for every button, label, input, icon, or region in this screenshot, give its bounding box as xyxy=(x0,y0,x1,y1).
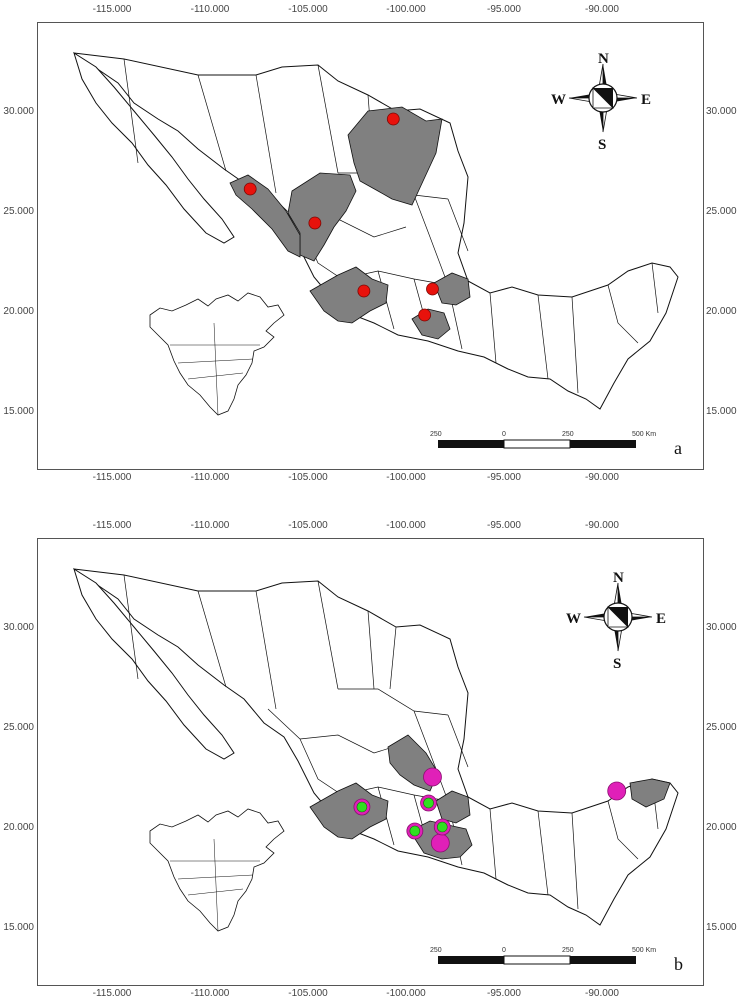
scale-label-0: 250 xyxy=(430,947,442,954)
state-highlight-jalisco xyxy=(309,266,389,324)
y-tick-label: 20.000 xyxy=(706,306,737,317)
x-tick-label: -110.000 xyxy=(190,472,230,483)
y-tick-label: 30.000 xyxy=(706,622,737,633)
x-tick-label: -90.000 xyxy=(585,988,619,999)
magenta-occurrence-marker xyxy=(430,833,450,853)
compass-w: W xyxy=(566,611,581,627)
x-tick-label: -90.000 xyxy=(585,520,619,531)
y-tick-label: 20.000 xyxy=(3,822,34,833)
state-highlight-yucatan xyxy=(629,778,671,808)
compass-n: N xyxy=(598,51,609,67)
north-america-inset-grid xyxy=(170,322,260,416)
map-canvas-a: N S E W 250 0 250 500 Km a xyxy=(73,51,682,458)
north-america-inset xyxy=(149,292,285,416)
x-tick-label: -100.000 xyxy=(386,4,426,15)
green-magenta-occurrence-marker xyxy=(353,798,371,816)
x-tick-label: -90.000 xyxy=(585,472,619,483)
scale-label-1: 0 xyxy=(502,431,506,438)
x-tick-label: -100.000 xyxy=(386,520,426,531)
x-tick-label: -115.000 xyxy=(92,4,132,15)
state-highlight-coahuila xyxy=(347,106,443,206)
x-tick-label: -95.000 xyxy=(487,520,521,531)
compass-s: S xyxy=(598,137,606,153)
x-tick-label: -105.000 xyxy=(288,520,328,531)
state-highlight-jalisco xyxy=(309,782,389,840)
compass-w: W xyxy=(551,92,566,108)
baja-california xyxy=(73,567,235,760)
x-tick-label: -115.000 xyxy=(92,472,132,483)
mexico-outline xyxy=(73,52,679,410)
scale-label-0: 250 xyxy=(430,431,442,438)
map-panel-a: N S E W 250 0 250 500 Km a xyxy=(37,22,704,470)
scale-label-2: 250 xyxy=(562,947,574,954)
y-tick-label: 15.000 xyxy=(3,406,34,417)
markers-b xyxy=(353,767,627,853)
scale-label-1: 0 xyxy=(502,947,506,954)
y-tick-label: 25.000 xyxy=(3,206,34,217)
scale-bar: 250 0 250 500 Km xyxy=(430,431,656,449)
red-occurrence-marker xyxy=(426,282,439,296)
compass-s: S xyxy=(613,656,621,672)
baja-california xyxy=(73,51,235,244)
green-magenta-occurrence-marker xyxy=(420,794,437,812)
map-panel-b: N S E W 250 0 250 500 Km b xyxy=(37,538,704,986)
x-tick-label: -115.000 xyxy=(92,988,132,999)
red-occurrence-marker xyxy=(243,182,257,196)
x-tick-label: -95.000 xyxy=(487,4,521,15)
x-tick-label: -110.000 xyxy=(190,4,230,15)
y-tick-label: 20.000 xyxy=(3,306,34,317)
compass-rose: N S E W xyxy=(566,570,666,672)
scale-label-2: 250 xyxy=(562,431,574,438)
x-tick-label: -115.000 xyxy=(92,520,132,531)
state-highlight-hidalgo xyxy=(433,272,471,306)
state-highlight-sinaloa xyxy=(229,174,301,258)
compass-e: E xyxy=(641,92,651,108)
compass-e: E xyxy=(656,611,666,627)
y-tick-label: 15.000 xyxy=(706,406,737,417)
y-tick-label: 15.000 xyxy=(706,922,737,933)
x-tick-label: -110.000 xyxy=(190,988,230,999)
magenta-occurrence-marker xyxy=(607,781,627,801)
y-tick-label: 20.000 xyxy=(706,822,737,833)
x-tick-label: -100.000 xyxy=(386,472,426,483)
markers-a xyxy=(243,112,439,322)
x-tick-label: -105.000 xyxy=(288,4,328,15)
x-tick-label: -105.000 xyxy=(288,988,328,999)
compass-n: N xyxy=(613,570,624,586)
panel-letter-a: a xyxy=(674,438,682,458)
scale-bar: 250 0 250 500 Km xyxy=(430,947,656,965)
red-occurrence-marker xyxy=(308,216,322,230)
panel-letter-b: b xyxy=(674,954,683,974)
y-tick-label: 25.000 xyxy=(3,722,34,733)
y-tick-label: 30.000 xyxy=(706,106,737,117)
scale-label-3: 500 Km xyxy=(632,947,656,954)
x-tick-label: -110.000 xyxy=(190,520,230,531)
y-tick-label: 15.000 xyxy=(3,922,34,933)
scale-label-3: 500 Km xyxy=(632,431,656,438)
red-occurrence-marker xyxy=(386,112,400,126)
x-tick-label: -105.000 xyxy=(288,472,328,483)
y-tick-label: 25.000 xyxy=(706,722,737,733)
y-tick-label: 25.000 xyxy=(706,206,737,217)
map-canvas-b: N S E W 250 0 250 500 Km b xyxy=(73,567,683,974)
x-tick-label: -100.000 xyxy=(386,988,426,999)
compass-rose: N S E W xyxy=(551,51,651,153)
north-america-inset xyxy=(149,808,285,932)
y-tick-label: 30.000 xyxy=(3,106,34,117)
red-occurrence-marker xyxy=(418,308,432,322)
green-magenta-occurrence-marker xyxy=(406,822,424,840)
x-tick-label: -90.000 xyxy=(585,4,619,15)
magenta-occurrence-marker xyxy=(423,767,442,787)
north-america-inset-grid xyxy=(170,838,260,932)
y-tick-label: 30.000 xyxy=(3,622,34,633)
x-tick-label: -95.000 xyxy=(487,472,521,483)
green-magenta-occurrence-marker xyxy=(433,818,451,836)
state-highlight-durango xyxy=(287,172,357,262)
mexico-outline xyxy=(73,568,679,926)
x-tick-label: -95.000 xyxy=(487,988,521,999)
red-occurrence-marker xyxy=(357,284,371,298)
